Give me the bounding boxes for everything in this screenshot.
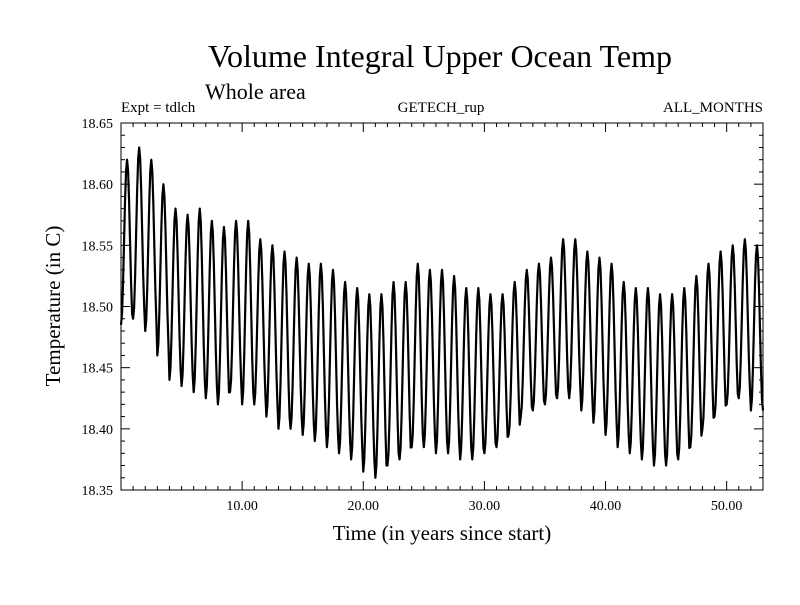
y-tick-label: 18.65 (82, 117, 114, 132)
y-tick-label: 18.60 (82, 178, 114, 193)
y-tick-label: 18.55 (82, 239, 114, 254)
chart-subtitle: Whole area (205, 79, 306, 104)
header-center-label: GETECH_rup (398, 100, 485, 116)
y-tick-label: 18.50 (82, 301, 114, 316)
header-left-label: Expt = tdlch (121, 100, 196, 116)
y-tick-label: 18.35 (82, 484, 114, 499)
plot-frame (120, 122, 764, 491)
series-line (119, 146, 765, 479)
y-tick-label: 18.45 (82, 362, 114, 377)
x-tick-label: 40.00 (590, 499, 622, 514)
y-axis-label: Temperature (in C) (41, 226, 65, 387)
x-tick-label: 10.00 (226, 499, 258, 514)
header-right-label: ALL_MONTHS (663, 100, 763, 116)
x-axis-label: Time (in years since start) (333, 521, 552, 545)
x-tick-label: 30.00 (469, 499, 501, 514)
x-tick-label: 20.00 (348, 499, 380, 514)
x-tick-label: 50.00 (711, 499, 743, 514)
tick-label-layer: 10.00 20.00 30.00 40.00 50.00 18.35 18.40 18.45… (82, 117, 743, 514)
series-layer (119, 146, 765, 479)
chart-title: Volume Integral Upper Ocean Temp (208, 38, 672, 74)
y-tick-label: 18.40 (82, 423, 114, 438)
